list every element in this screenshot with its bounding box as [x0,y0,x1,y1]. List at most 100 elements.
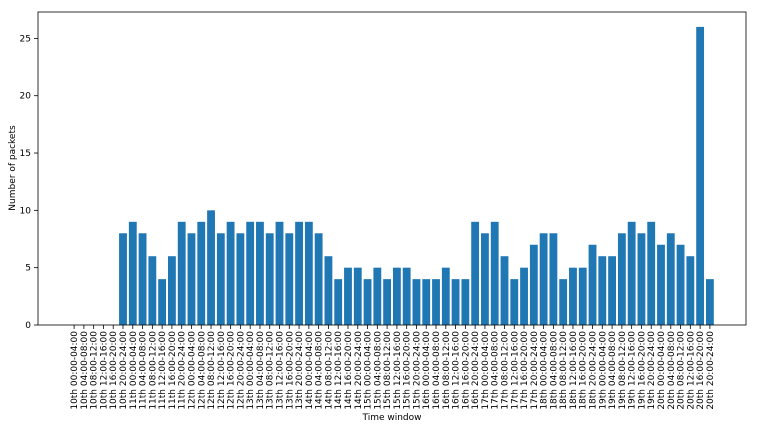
bar [627,221,636,325]
x-tick-label: 11th 04:00-08:00 [139,331,149,410]
x-tick-label: 11th 20:00-24:00 [178,331,188,410]
x-tick-label: 11th 00:00-04:00 [129,331,139,410]
bar [138,233,147,325]
bar [441,267,450,325]
x-tick-label: 18th 12:00-16:00 [569,331,579,410]
x-tick-label: 15th 16:00-20:00 [403,331,413,410]
bar [197,221,206,325]
x-tick-label: 18th 00:00-04:00 [540,331,550,410]
x-tick-label: 13th 04:00-08:00 [256,331,266,410]
bar [529,244,538,325]
x-tick-label: 14th 16:00-20:00 [344,331,354,410]
x-axis-label: Time window [361,413,421,423]
x-tick-label: 13th 16:00-20:00 [285,331,295,410]
x-tick-label: 15th 00:00-04:00 [364,331,374,410]
bar [177,221,186,325]
y-tick-label: 25 [20,34,31,44]
x-tick-label: 20th 12:00-16:00 [686,331,696,410]
y-tick-label: 10 [20,206,32,216]
x-tick-label: 10th 08:00-12:00 [90,331,100,410]
bar [207,210,215,325]
x-tick-label: 17th 00:00-04:00 [481,331,491,410]
bar [167,256,176,325]
x-tick-label: 13th 00:00-04:00 [246,331,256,410]
x-tick-label: 17th 20:00-24:00 [530,331,540,410]
bar [128,221,137,325]
x-tick-label: 20th 08:00-12:00 [677,331,687,410]
x-tick-label: 15th 04:00-08:00 [373,331,383,410]
bar [451,279,460,325]
x-tick-label: 18th 04:00-08:00 [549,331,559,410]
x-tick-label: 12th 12:00-16:00 [217,331,227,410]
x-tick-label: 13th 08:00-12:00 [266,331,276,410]
bar [559,279,568,325]
x-tick-label: 17th 04:00-08:00 [491,331,501,410]
x-tick-label: 17th 16:00-20:00 [520,331,530,410]
x-tick-label: 16th 16:00-20:00 [461,331,471,410]
x-tick-label: 15th 20:00-24:00 [412,331,422,410]
bar [432,279,440,325]
bar [412,279,421,325]
x-tick-label: 19th 20:00-24:00 [647,331,657,410]
y-tick-label: 15 [20,149,31,159]
bar [578,267,587,325]
bar [637,233,646,325]
bar [324,256,333,325]
y-tick-label: 5 [25,264,31,274]
bar [334,279,343,325]
bar [549,233,558,325]
x-tick-label: 13th 20:00-24:00 [295,331,305,410]
y-tick-label: 0 [25,321,31,331]
x-tick-label: 10th 04:00-08:00 [80,331,90,410]
x-tick-label: 14th 04:00-08:00 [315,331,325,410]
bar [490,221,499,325]
bar [392,267,401,325]
bar [314,233,323,325]
bar [617,233,626,325]
x-tick-label: 18th 16:00-20:00 [579,331,589,410]
bar [598,256,607,325]
x-tick-label: 15th 12:00-16:00 [393,331,403,410]
x-tick-label: 12th 08:00-12:00 [207,331,217,410]
x-tick-label: 19th 08:00-12:00 [618,331,628,410]
bar [265,233,274,325]
bar [246,221,255,325]
x-tick-label: 13th 12:00-16:00 [276,331,286,410]
bar [539,233,548,325]
x-tick-label: 12th 16:00-20:00 [227,331,237,410]
bar [216,233,225,325]
bar [461,279,470,325]
bar [295,221,303,325]
x-tick-label: 11th 12:00-16:00 [158,331,168,410]
bar [422,279,431,325]
x-tick-label: 12th 00:00-04:00 [187,331,197,410]
bar [510,279,519,325]
x-tick-label: 16th 12:00-16:00 [452,331,462,410]
x-tick-label: 14th 08:00-12:00 [324,331,334,410]
bar [647,221,656,325]
x-tick-label: 10th 16:00-20:00 [109,331,119,410]
x-tick-label: 18th 20:00-24:00 [589,331,599,410]
bar [344,267,352,325]
x-tick-label: 20th 00:00-04:00 [657,331,667,410]
bar [363,279,372,325]
bar [304,221,313,325]
x-tick-label: 10th 20:00-24:00 [119,331,129,410]
x-tick-label: 11th 16:00-20:00 [168,331,178,410]
bar [119,233,127,325]
bar [187,233,196,325]
bar [676,244,685,325]
bar [608,256,617,325]
x-tick-label: 10th 12:00-16:00 [99,331,109,410]
x-tick-label: 19th 12:00-16:00 [628,331,638,410]
bar [383,279,392,325]
x-tick-label: 19th 04:00-08:00 [608,331,618,410]
bar [236,233,245,325]
bar [520,267,528,325]
x-tick-label: 15th 08:00-12:00 [383,331,393,410]
plot-frame [37,11,747,326]
bar [657,244,665,325]
bar [569,267,577,325]
x-tick-label: 19th 16:00-20:00 [637,331,647,410]
x-tick-label: 19th 00:00-04:00 [598,331,608,410]
